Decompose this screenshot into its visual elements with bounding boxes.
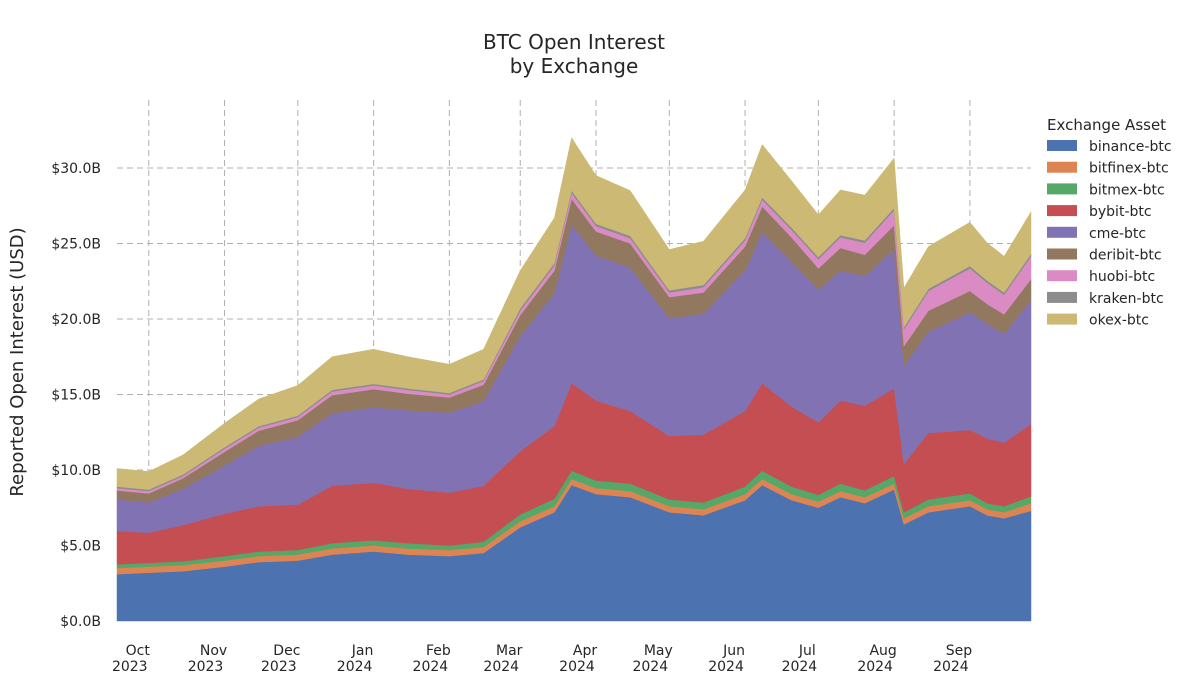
chart-title: BTC Open Interest by Exchange [483,30,665,78]
legend-swatch-bitfinex-btc [1047,161,1077,173]
y-axis-label: Reported Open Interest (USD) [7,227,28,496]
y-tick-label: $0.0B [60,614,101,630]
legend-label-kraken-btc: kraken-btc [1089,291,1164,307]
legend: Exchange Asset binance-btcbitfinex-btcbi… [1047,116,1172,329]
legend-title: Exchange Asset [1047,116,1166,134]
x-tick-label-year: 2023 [188,659,224,675]
legend-label-deribit-btc: deribit-btc [1089,248,1162,264]
x-tick-label-month: Mar [496,643,523,659]
area-okex-btc [116,137,1032,490]
legend-label-bybit-btc: bybit-btc [1089,204,1152,220]
x-tick-label-year: 2023 [261,659,297,675]
y-tick-label: $25.0B [51,236,101,252]
x-tick-label-month: Feb [426,643,451,659]
x-tick-label-month: Sep [946,643,973,659]
x-tick-label-month: Jul [798,643,816,659]
x-tick-label-year: 2024 [413,659,449,675]
y-tick-label: $20.0B [51,312,101,328]
legend-items: binance-btc bitfinex-btc bitmex-btc bybit-b… [1047,139,1172,329]
x-tick-label-month: Apr [573,643,597,659]
legend-swatch-kraken-btc [1047,291,1077,303]
legend-swatch-huobi-btc [1047,270,1077,282]
legend-swatch-binance-btc [1047,140,1077,151]
x-tick-label-year: 2024 [933,659,969,675]
chart-title-line-2: by Exchange [510,54,639,78]
legend-label-binance-btc: binance-btc [1089,139,1172,155]
legend-swatch-okex-btc [1047,313,1077,325]
legend-swatch-deribit-btc [1047,248,1077,260]
x-tick-label-month: Aug [869,643,896,659]
x-tick-label-month: Nov [200,643,227,659]
x-tick-label-year: 2024 [483,659,519,675]
legend-label-okex-btc: okex-btc [1089,313,1149,329]
x-tick-label-year: 2024 [782,659,818,675]
area-series [116,137,1032,622]
x-tick-label-year: 2024 [559,659,595,675]
x-tick-label-year: 2024 [632,659,668,675]
legend-swatch-bitmex-btc [1047,183,1077,195]
legend-label-bitmex-btc: bitmex-btc [1089,182,1165,198]
x-tick-label-year: 2024 [708,659,744,675]
x-tick-label-month: Oct [126,643,151,659]
x-tick-label-month: Jan [351,643,374,659]
y-tick-label: $30.0B [51,161,101,177]
x-tick-label-month: Dec [273,643,300,659]
chart-title-line-1: BTC Open Interest [483,30,665,54]
x-tick-label-year: 2024 [857,659,893,675]
legend-swatch-cme-btc [1047,226,1077,238]
x-tick-label-month: Jun [722,643,745,659]
legend-label-bitfinex-btc: bitfinex-btc [1089,161,1169,177]
x-tick-label-month: May [644,643,673,659]
legend-label-huobi-btc: huobi-btc [1089,269,1155,285]
y-axis-ticks: $0.0B $5.0B $10.0B $15.0B $20.0B $25.0B $30.0B [51,161,101,630]
legend-swatch-bybit-btc [1047,205,1077,217]
x-axis-ticks: Oct2023Nov2023Dec2023Jan2024Feb2024Mar20… [112,643,972,675]
y-tick-label: $10.0B [51,463,101,479]
x-tick-label-year: 2023 [112,659,148,675]
x-tick-label-year: 2024 [337,659,373,675]
y-tick-label: $15.0B [51,387,101,403]
legend-label-cme-btc: cme-btc [1089,226,1146,242]
y-tick-label: $5.0B [60,538,101,554]
